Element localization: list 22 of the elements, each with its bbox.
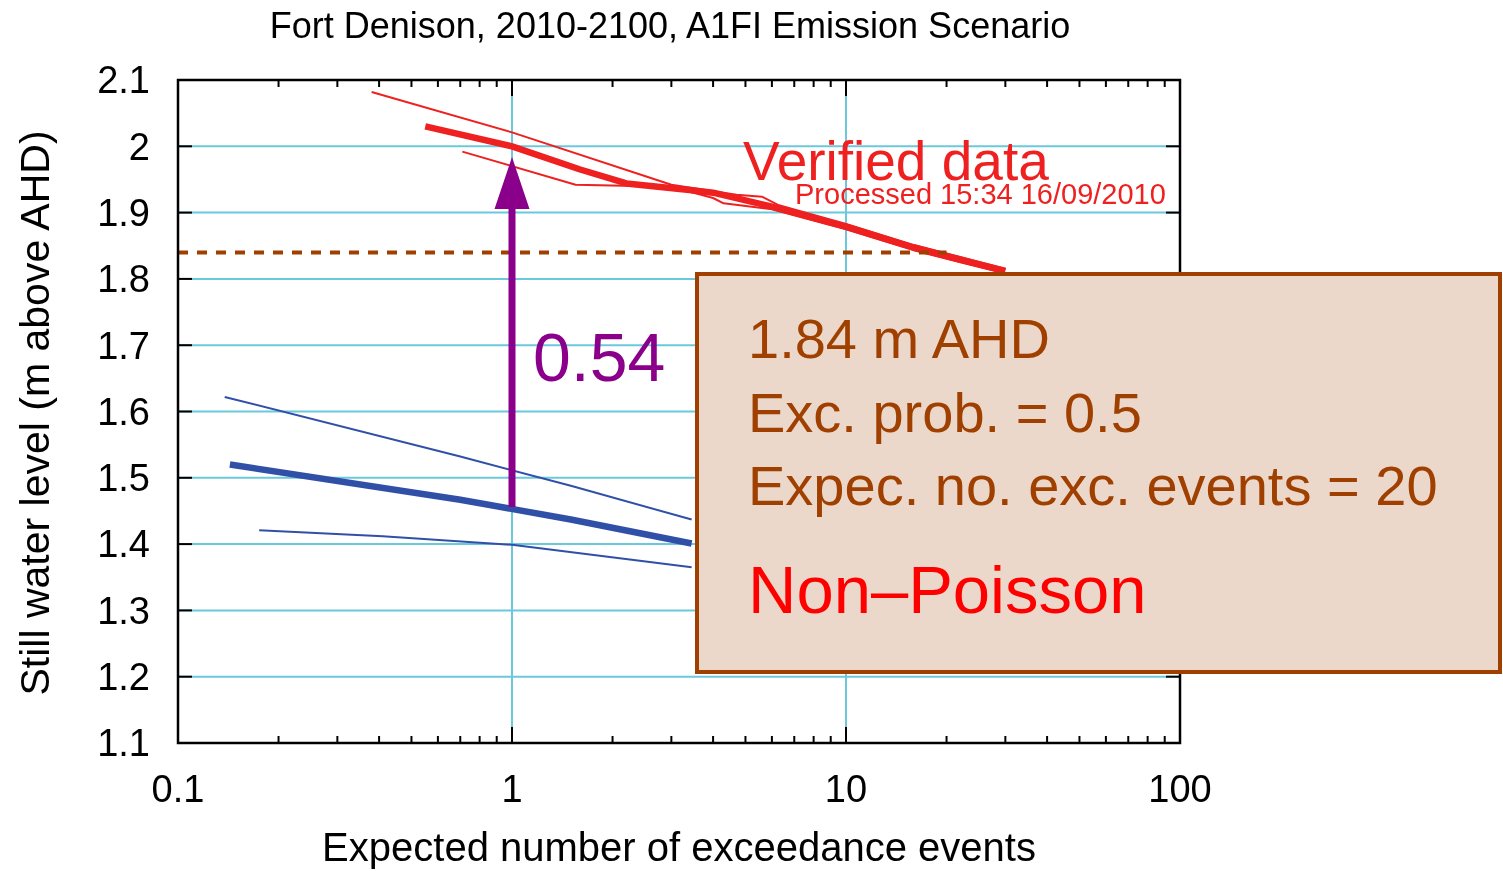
x-tick-label: 100	[1148, 768, 1212, 810]
annotation: 1.84 m AHD	[748, 307, 1050, 370]
y-tick-label: 1.3	[97, 589, 150, 632]
x-axis-title: Expected number of exceedance events	[322, 825, 1036, 869]
annotation: Expec. no. exc. events = 20	[748, 454, 1438, 517]
x-tick-label: 0.1	[151, 768, 205, 810]
annotation: Exc. prob. = 0.5	[748, 381, 1142, 444]
annotation: Non–Poisson	[748, 552, 1147, 627]
y-tick-label: 1.8	[97, 258, 150, 301]
x-tick-label: 1	[501, 768, 523, 810]
y-tick-label: 1.9	[97, 191, 150, 234]
y-tick-label: 1.5	[97, 457, 150, 500]
chart-title: Fort Denison, 2010-2100, A1FI Emission Scenario	[269, 5, 1071, 46]
y-tick-label: 1.2	[97, 656, 150, 698]
y-tick-label: 1.6	[97, 390, 150, 433]
y-tick-label: 1.4	[97, 523, 150, 566]
y-tick-label: 1.1	[97, 722, 150, 765]
x-tick-label: 10	[824, 768, 868, 810]
y-tick-label: 2.1	[97, 59, 150, 102]
y-tick-label: 2	[128, 125, 150, 168]
y-tick-label: 1.7	[97, 324, 150, 367]
y-axis-title: Still water level (m above AHD)	[12, 130, 58, 696]
